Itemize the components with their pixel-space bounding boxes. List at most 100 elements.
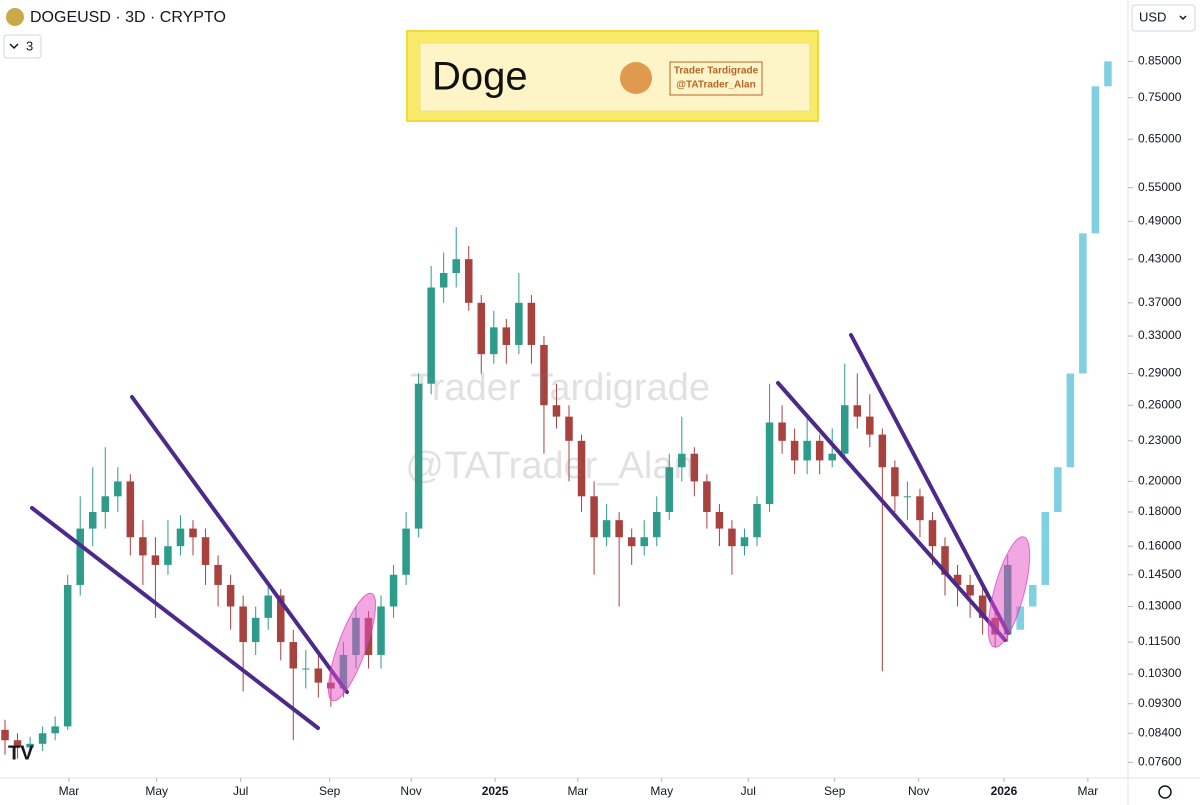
brand-box <box>669 61 763 96</box>
watermark: @TATrader_Alan <box>405 445 694 487</box>
candle-body <box>703 481 711 512</box>
candle-body <box>226 584 235 607</box>
candle-body <box>615 520 623 538</box>
x-tick-label: Jul <box>741 784 756 798</box>
y-tick-label: 0.23000 <box>1138 433 1182 447</box>
settings-icon[interactable] <box>1158 785 1172 799</box>
candle-body <box>201 537 210 565</box>
candle-body <box>389 574 398 607</box>
candle-body <box>164 546 172 565</box>
tv-logo[interactable]: TV <box>8 742 34 764</box>
y-tick-label: 0.18000 <box>1138 504 1182 518</box>
candle-body <box>903 496 912 498</box>
candle-body <box>76 528 84 585</box>
y-tick-label: 0.08400 <box>1138 725 1182 739</box>
highlight <box>327 592 377 702</box>
y-tick-label: 0.11500 <box>1138 634 1181 648</box>
candle-body <box>151 555 160 565</box>
y-tick-label: 0.85000 <box>1138 54 1182 68</box>
candle-body <box>778 422 786 441</box>
candle-body <box>640 537 648 547</box>
projection-bar <box>1066 373 1075 468</box>
candle-body <box>590 496 598 538</box>
logo-icon <box>620 62 652 94</box>
symbol-icon <box>6 8 24 26</box>
x-tick-label: Mar <box>1078 784 1099 798</box>
trendline <box>30 506 320 730</box>
x-tick-label: Sep <box>824 784 846 798</box>
candle-body <box>490 327 498 355</box>
interval-button[interactable] <box>3 34 42 59</box>
candle-body <box>377 606 385 655</box>
candle-body <box>665 467 674 512</box>
candle-body <box>251 617 260 643</box>
y-tick-label: 0.14500 <box>1138 567 1182 581</box>
candle-body <box>88 511 97 529</box>
y-tick-label: 0.55000 <box>1138 180 1182 194</box>
candle-body <box>916 496 924 521</box>
x-tick-label: May <box>145 784 168 798</box>
candle-body <box>866 416 874 435</box>
candle-body <box>515 302 523 345</box>
candle-body <box>552 405 561 417</box>
projection-bar <box>1054 467 1062 512</box>
trendline <box>776 381 1007 642</box>
candle-body <box>176 528 185 547</box>
candle-body <box>439 273 448 288</box>
candle-body <box>139 537 147 556</box>
candle-body <box>753 504 761 538</box>
candle-body <box>765 422 774 505</box>
candle-body <box>540 344 548 406</box>
candle-body <box>126 481 135 538</box>
x-tick-label: May <box>650 784 673 798</box>
y-tick-label: 0.13000 <box>1138 599 1182 613</box>
candle-body <box>978 595 987 618</box>
candle-body <box>953 574 962 585</box>
candle-body <box>690 453 699 482</box>
x-tick-label: Mar <box>59 784 80 798</box>
candle-body <box>891 467 899 497</box>
brand-text: @TATrader_Alan <box>676 80 755 91</box>
symbol-title[interactable]: DOGEUSD · 3D · CRYPTO <box>30 9 226 26</box>
candle-body <box>63 584 72 727</box>
y-tick-label: 0.33000 <box>1138 328 1182 342</box>
candle-body <box>427 287 435 384</box>
interval: 3 <box>26 38 33 53</box>
highlight <box>987 536 1031 648</box>
candle-body <box>477 302 486 355</box>
candle-body <box>815 440 824 461</box>
candle-body <box>928 520 937 547</box>
x-tick-label: 2026 <box>991 784 1018 798</box>
trendline <box>849 333 1010 635</box>
y-tick-label: 0.43000 <box>1138 251 1182 265</box>
y-tick-label: 0.20000 <box>1138 474 1182 488</box>
candle-body <box>13 740 22 748</box>
candle-body <box>189 528 197 538</box>
candle-body <box>715 511 724 529</box>
x-tick-label: Mar <box>567 784 588 798</box>
banner-inner <box>419 42 811 112</box>
candle-body <box>276 595 285 643</box>
candle-body <box>239 606 247 643</box>
y-tick-label: 0.26000 <box>1138 397 1182 411</box>
candle-body <box>803 440 811 461</box>
projection-bar <box>1091 86 1100 234</box>
projection-bar <box>1041 511 1050 585</box>
projection-bar <box>1079 233 1087 374</box>
candle-body <box>966 584 974 596</box>
x-tick-label: 2025 <box>482 784 509 798</box>
currency-button[interactable] <box>1131 4 1196 32</box>
candle-body <box>214 564 222 585</box>
x-tick-label: Jul <box>233 784 248 798</box>
candle-body <box>1 729 9 741</box>
trendline <box>130 395 349 694</box>
candle-body <box>402 528 410 575</box>
y-tick-label: 0.29000 <box>1138 366 1182 380</box>
projection-bar <box>1104 61 1112 87</box>
candle-body <box>790 440 799 461</box>
candle-body <box>828 453 836 461</box>
currency: USD <box>1139 9 1166 24</box>
candle-body <box>728 528 736 547</box>
